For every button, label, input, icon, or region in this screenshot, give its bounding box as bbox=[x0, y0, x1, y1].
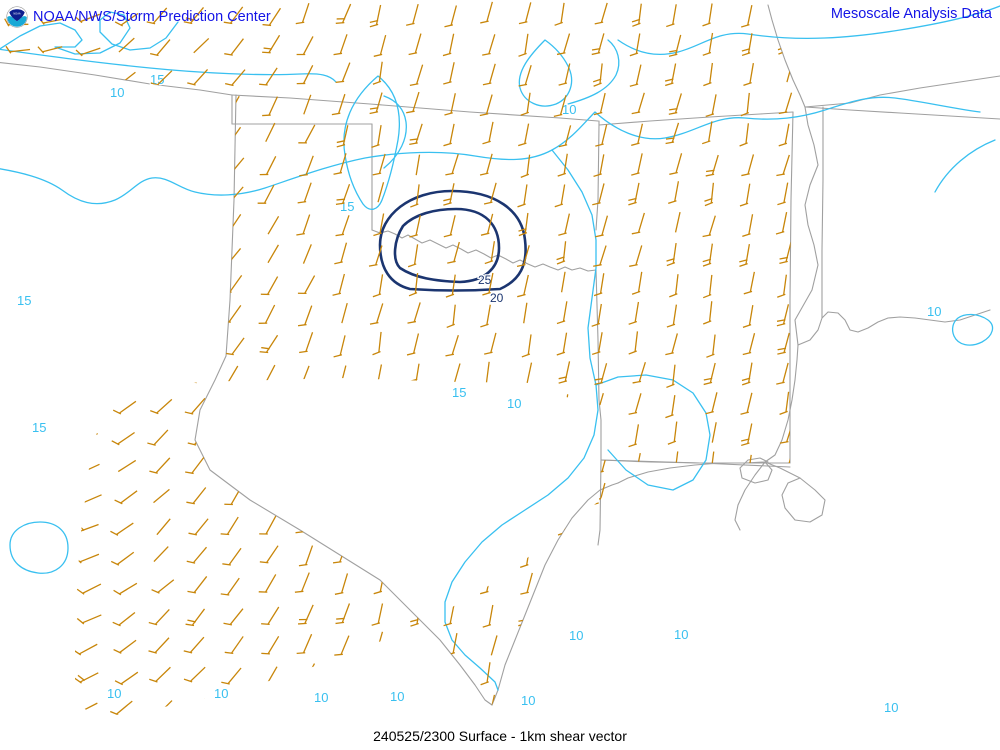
svg-text:10: 10 bbox=[562, 102, 576, 117]
svg-text:25: 25 bbox=[478, 273, 492, 287]
svg-text:15: 15 bbox=[340, 199, 354, 214]
svg-text:10: 10 bbox=[927, 304, 941, 319]
svg-text:NOAA: NOAA bbox=[13, 11, 21, 15]
svg-text:10: 10 bbox=[214, 686, 228, 701]
svg-text:10: 10 bbox=[569, 628, 583, 643]
svg-text:20: 20 bbox=[490, 291, 504, 305]
svg-text:10: 10 bbox=[521, 693, 535, 708]
svg-text:15: 15 bbox=[452, 385, 466, 400]
svg-text:10: 10 bbox=[314, 690, 328, 705]
svg-text:15: 15 bbox=[17, 293, 31, 308]
svg-text:10: 10 bbox=[110, 85, 124, 100]
svg-text:10: 10 bbox=[390, 689, 404, 704]
svg-text:10: 10 bbox=[674, 627, 688, 642]
svg-text:10: 10 bbox=[107, 686, 121, 701]
svg-text:10: 10 bbox=[507, 396, 521, 411]
svg-text:10: 10 bbox=[884, 700, 898, 715]
svg-text:15: 15 bbox=[32, 420, 46, 435]
